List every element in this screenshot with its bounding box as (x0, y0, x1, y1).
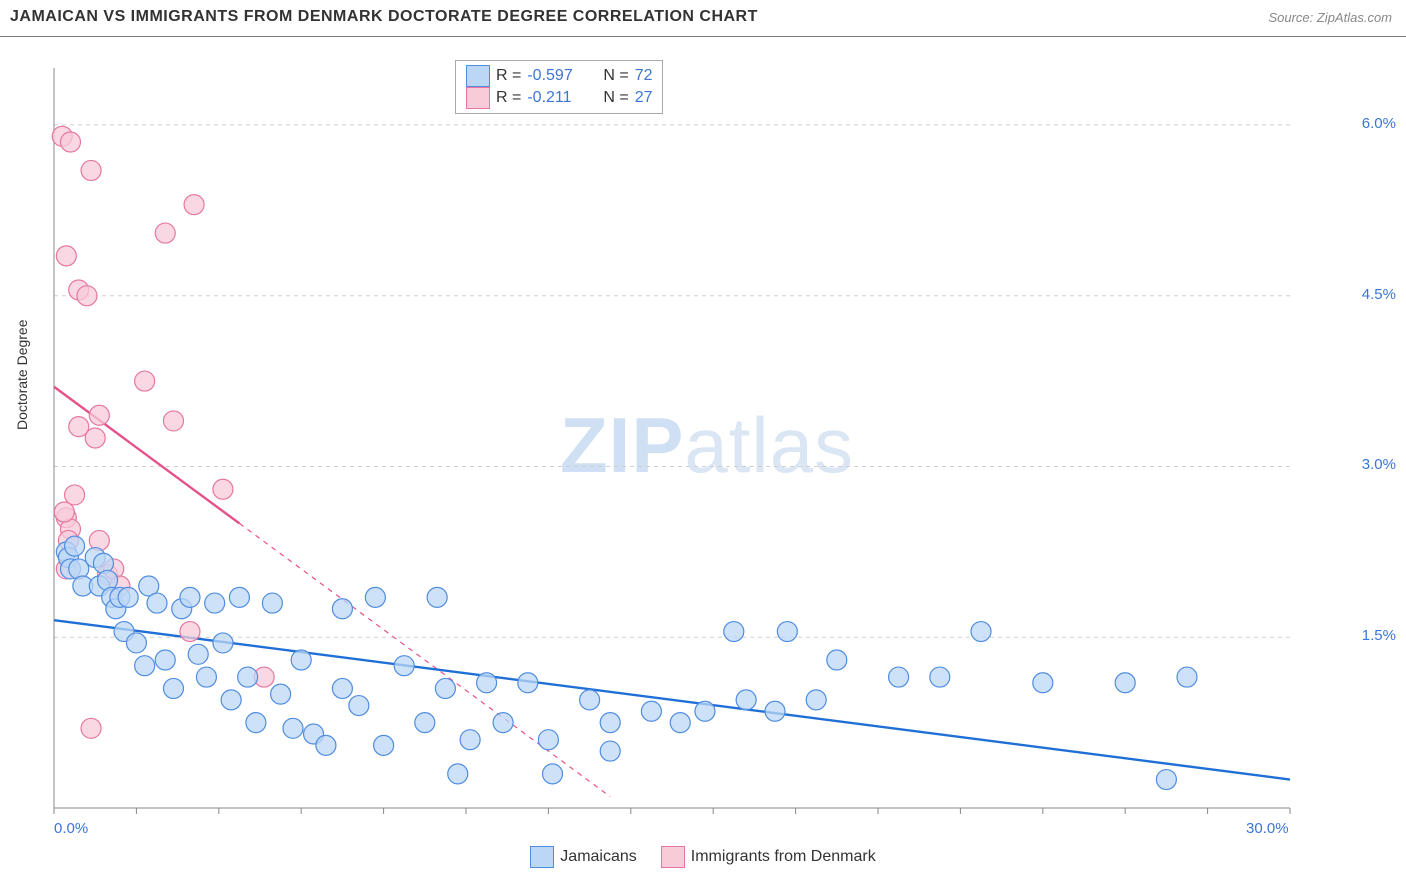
legend-n-label: N = (603, 87, 628, 109)
correlation-legend: R = -0.597 N = 72 R = -0.211 N = 27 (455, 60, 663, 114)
title-bar: JAMAICAN VS IMMIGRANTS FROM DENMARK DOCT… (0, 0, 1406, 37)
legend-r-value: -0.211 (527, 87, 597, 109)
y-tick-label: 3.0% (1336, 456, 1396, 473)
series-legend: Jamaicans Immigrants from Denmark (0, 846, 1406, 868)
series-legend-item: Jamaicans (530, 846, 636, 868)
x-tick-label: 0.0% (54, 820, 88, 837)
y-tick-label: 6.0% (1336, 115, 1396, 132)
legend-n-value: 72 (635, 65, 653, 87)
legend-row: R = -0.211 N = 27 (466, 87, 652, 109)
legend-r-label: R = (496, 87, 521, 109)
legend-r-label: R = (496, 65, 521, 87)
chart-svg (50, 58, 1350, 828)
series-legend-label: Immigrants from Denmark (691, 848, 876, 866)
chart-title: JAMAICAN VS IMMIGRANTS FROM DENMARK DOCT… (10, 8, 758, 26)
legend-r-value: -0.597 (527, 65, 597, 87)
legend-row: R = -0.597 N = 72 (466, 65, 652, 87)
legend-n-value: 27 (635, 87, 653, 109)
legend-n-label: N = (603, 65, 628, 87)
chart-source: Source: ZipAtlas.com (1268, 10, 1392, 25)
legend-swatch (530, 846, 554, 868)
scatter-plot (50, 58, 1350, 828)
legend-swatch (661, 846, 685, 868)
x-tick-label: 30.0% (1246, 820, 1289, 837)
y-axis-label: Doctorate Degree (14, 319, 30, 430)
series-legend-label: Jamaicans (560, 848, 636, 866)
series-legend-item: Immigrants from Denmark (661, 846, 876, 868)
legend-swatch (466, 87, 490, 109)
y-tick-label: 1.5% (1336, 627, 1396, 644)
y-tick-label: 4.5% (1336, 286, 1396, 303)
legend-swatch (466, 65, 490, 87)
